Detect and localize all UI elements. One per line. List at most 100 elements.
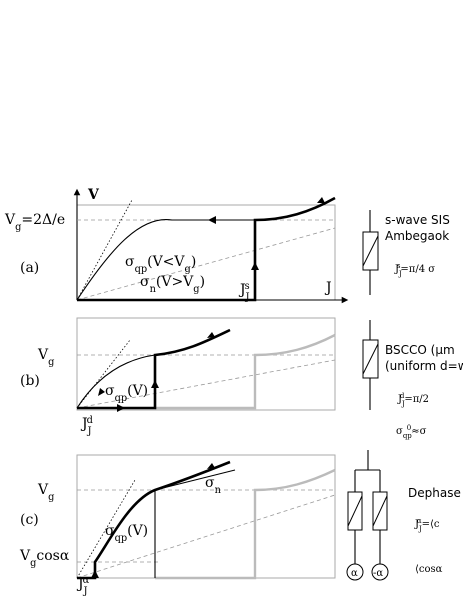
label: V	[87, 187, 100, 203]
text-part: Dephase	[408, 486, 461, 500]
panel-b	[76, 317, 379, 412]
label: J	[324, 280, 332, 296]
text-part: V	[4, 212, 16, 228]
label: σqp(V)	[105, 383, 148, 404]
label: Vg=2Δ/e	[4, 212, 65, 233]
label: JJd	[80, 415, 93, 437]
label: (c)	[20, 512, 39, 528]
panel-c	[76, 450, 389, 581]
text-part: J	[238, 282, 246, 298]
text-part: =π/4 σ	[400, 264, 435, 275]
text-part: ≈σ	[411, 426, 426, 437]
label: σn(V>Vg)	[140, 274, 205, 295]
subscript: g	[185, 264, 191, 275]
text-part: σ	[205, 475, 215, 491]
text-part: σ	[396, 426, 403, 437]
text-part: σ	[105, 383, 115, 399]
supscript: d	[400, 392, 405, 400]
text-part: Ambegaok	[385, 229, 449, 243]
label: JJd=π/2	[397, 392, 429, 408]
label: α	[351, 568, 358, 579]
text-part: J	[397, 394, 402, 405]
label: ⟨cosα	[415, 564, 443, 575]
supscript: α	[417, 517, 422, 525]
label: JJα=⟨c	[414, 517, 440, 533]
text-part: BSCCO (μm	[385, 343, 455, 357]
panel-a	[73, 188, 379, 304]
text-part: V	[87, 187, 100, 203]
text-part: =2Δ/e	[21, 212, 65, 228]
label: σn	[205, 475, 222, 496]
label: σqp0≈σ	[396, 424, 427, 440]
text-part: ⟨cosα	[415, 564, 443, 575]
label: σqp(V<Vg)	[125, 254, 196, 275]
text-part: (V<V	[147, 254, 185, 270]
text-part: J	[394, 264, 399, 275]
text-part: (V)	[127, 523, 148, 539]
subscript: g	[30, 558, 36, 569]
subscript: J	[418, 525, 422, 533]
supscript: α	[83, 575, 90, 586]
subscript: J	[401, 400, 405, 408]
label: Vgcosα	[19, 548, 70, 569]
text-part: V	[19, 548, 31, 564]
label: BSCCO (μm	[385, 343, 455, 357]
subscript: g	[193, 284, 199, 295]
label: JJs	[238, 281, 250, 303]
text-part: =π/2	[404, 394, 429, 405]
text-part: (c)	[20, 512, 39, 528]
labels: VVg=2Δ/e(a) σqp(V<Vg)σn(V>Vg) JJs Js-wave S…	[4, 187, 463, 597]
subscript: J	[87, 426, 92, 437]
text-part: )	[200, 274, 205, 290]
text-part: (V>V	[156, 274, 194, 290]
text-part: (a)	[20, 260, 39, 276]
text-part: σ	[140, 274, 150, 290]
subscript: qp	[135, 264, 148, 275]
text-part: J	[76, 576, 84, 592]
text-part: J	[324, 280, 332, 296]
text-part: J	[80, 416, 88, 432]
text-part: )	[191, 254, 196, 270]
text-part: s-wave SIS	[385, 213, 450, 227]
subscript: qp	[115, 533, 128, 544]
text-part: (V)	[127, 383, 148, 399]
label: Vg	[37, 482, 54, 503]
text-part: (uniform d=w	[385, 359, 463, 373]
text-part: σ	[105, 523, 115, 539]
text-part: α	[351, 568, 358, 579]
text-part: =⟨c	[422, 519, 440, 530]
subscript: J	[83, 586, 88, 597]
label: JJα	[76, 575, 90, 597]
label: Ambegaok	[385, 229, 449, 243]
subscript: qp	[115, 393, 128, 404]
text-part: V	[37, 482, 49, 498]
subscript: qp	[403, 432, 412, 440]
supscript: 0	[407, 424, 411, 432]
supscript: d	[87, 415, 93, 426]
subscript: g	[15, 222, 21, 233]
subscript: g	[48, 357, 54, 368]
label: (b)	[20, 373, 40, 389]
subscript: g	[48, 492, 54, 503]
subscript: n	[215, 485, 222, 496]
text-part: σ	[125, 254, 135, 270]
label: Vg	[37, 347, 54, 368]
label: s-wave SIS	[385, 213, 450, 227]
subscript: J	[245, 292, 250, 303]
label: σqp(V)	[105, 523, 148, 544]
label: (uniform d=w	[385, 359, 463, 373]
text-part: -α	[373, 568, 383, 579]
label: JJs=π/4 σ	[394, 262, 435, 278]
supscript: s	[397, 262, 401, 270]
supscript: s	[245, 281, 250, 292]
text-part: J	[414, 519, 419, 530]
subscript: J	[398, 270, 402, 278]
text-part: cosα	[36, 548, 69, 564]
label: -α	[373, 568, 383, 579]
label: Dephase	[408, 486, 461, 500]
subscript: n	[150, 284, 157, 295]
label: (a)	[20, 260, 39, 276]
text-part: V	[37, 347, 49, 363]
text-part: (b)	[20, 373, 40, 389]
